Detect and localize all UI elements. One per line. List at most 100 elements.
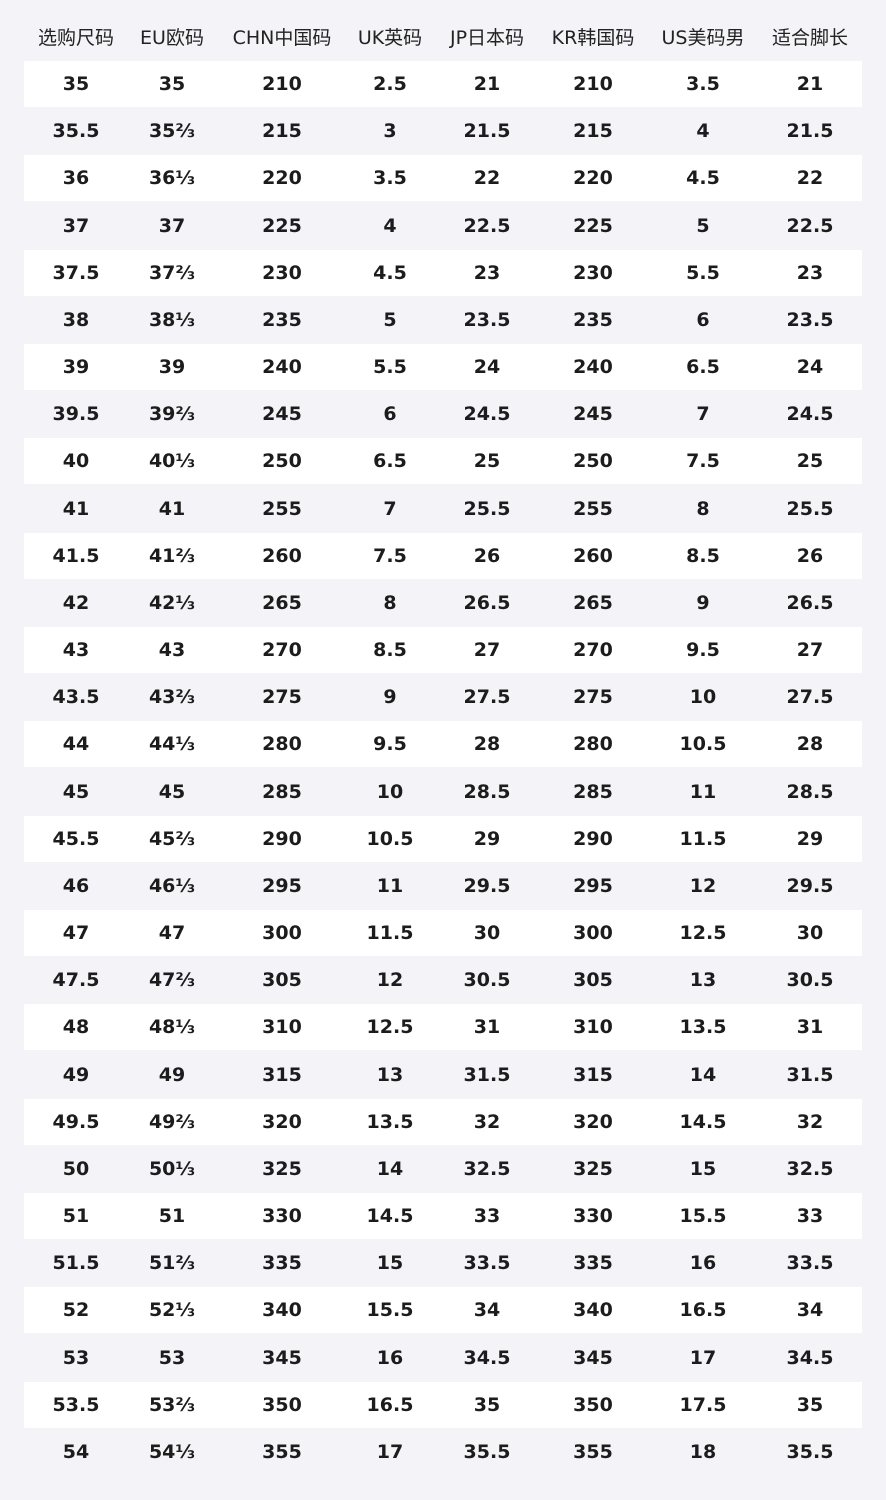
table-cell: 7.5 xyxy=(686,450,720,473)
table-cell: 44⅓ xyxy=(148,733,196,756)
table-cell: 50⅓ xyxy=(148,1157,196,1180)
table-row: 47 47 300 11.5 30 300 12.5 30 xyxy=(24,910,862,957)
table-cell: 295 xyxy=(573,874,613,897)
table-cell: 39⅔ xyxy=(148,403,196,426)
table-cell: 22.5 xyxy=(786,214,834,237)
table-cell: 48⅓ xyxy=(148,1016,196,1039)
table-cell: 25.5 xyxy=(463,497,511,520)
table-cell: 45⅔ xyxy=(148,827,196,850)
table-cell: 37.5 xyxy=(52,261,100,284)
table-cell: 24.5 xyxy=(786,403,834,426)
table-cell: 12 xyxy=(689,874,717,897)
table-cell: 49.5 xyxy=(52,1110,100,1133)
table-cell: 240 xyxy=(573,356,613,379)
table-cell: 16.5 xyxy=(366,1393,414,1416)
table-row: 51.5 51⅔ 335 15 33.5 335 16 33.5 xyxy=(24,1240,862,1286)
table-cell: 43 xyxy=(62,639,90,662)
table-cell: 51 xyxy=(62,1205,90,1228)
table-cell: 35 xyxy=(473,1393,501,1416)
table-cell: 11.5 xyxy=(366,922,414,945)
table-cell: 350 xyxy=(262,1393,302,1416)
table-row: 50 50⅓ 325 14 32.5 325 15 32.5 xyxy=(24,1146,862,1192)
table-cell: 23 xyxy=(796,261,824,284)
table-row: 43.5 43⅔ 275 9 27.5 275 10 27.5 xyxy=(24,674,862,720)
table-row: 43 43 270 8.5 27 270 9.5 27 xyxy=(24,627,862,674)
table-cell: 4 xyxy=(696,120,710,143)
table-cell: 41⅔ xyxy=(148,544,196,567)
table-cell: 275 xyxy=(262,686,302,709)
table-cell: 30 xyxy=(796,922,824,945)
table-row: 47.5 47⅔ 305 12 30.5 305 13 30.5 xyxy=(24,957,862,1003)
table-cell: 33 xyxy=(473,1205,501,1228)
table-row: 37.5 37⅔ 230 4.5 23 230 5.5 23 xyxy=(24,249,862,296)
table-cell: 9.5 xyxy=(373,733,407,756)
table-cell: 4.5 xyxy=(373,261,407,284)
table-cell: 5 xyxy=(696,214,710,237)
table-cell: 36⅓ xyxy=(148,167,196,190)
table-cell: 24.5 xyxy=(463,403,511,426)
table-cell: 22 xyxy=(796,167,824,190)
table-cell: 255 xyxy=(573,497,613,520)
table-cell: 41 xyxy=(158,497,186,520)
table-cell: 51 xyxy=(158,1205,186,1228)
table-cell: 340 xyxy=(262,1299,302,1322)
table-cell: 14.5 xyxy=(366,1205,414,1228)
table-cell: 26 xyxy=(796,544,824,567)
table-cell: 35.5 xyxy=(52,120,100,143)
table-cell: 310 xyxy=(573,1016,613,1039)
table-cell: 345 xyxy=(573,1346,613,1369)
table-cell: 49⅔ xyxy=(148,1110,196,1133)
table-cell: 335 xyxy=(262,1252,302,1275)
table-cell: 250 xyxy=(573,450,613,473)
table-cell: 230 xyxy=(262,261,302,284)
table-cell: 34 xyxy=(473,1299,501,1322)
table-cell: 275 xyxy=(573,686,613,709)
table-cell: 10 xyxy=(689,686,717,709)
table-cell: 225 xyxy=(573,214,613,237)
table-cell: 21.5 xyxy=(463,120,511,143)
table-cell: 270 xyxy=(573,639,613,662)
table-cell: 14 xyxy=(376,1157,404,1180)
table-cell: 45 xyxy=(62,780,90,803)
table-cell: 54 xyxy=(62,1440,90,1463)
table-cell: 340 xyxy=(573,1299,613,1322)
table-cell: 53 xyxy=(62,1346,90,1369)
table-cell: 280 xyxy=(573,733,613,756)
table-cell: 210 xyxy=(262,73,302,95)
table-cell: 27 xyxy=(796,639,824,662)
table-row: 49 49 315 13 31.5 315 14 31.5 xyxy=(24,1052,862,1098)
table-cell: 10.5 xyxy=(679,733,727,756)
table-cell: 235 xyxy=(262,308,302,331)
table-cell: 52⅓ xyxy=(148,1299,196,1322)
table-cell: 30 xyxy=(473,922,501,945)
table-row: 41 41 255 7 25.5 255 8 25.5 xyxy=(24,486,862,532)
table-cell: 21.5 xyxy=(786,120,834,143)
table-cell: 29 xyxy=(796,827,824,850)
table-row: 35 35 210 2.5 21 210 3.5 21 xyxy=(24,61,862,107)
table-cell: 12.5 xyxy=(679,922,727,945)
table-cell: 28 xyxy=(796,733,824,756)
table-cell: 53 xyxy=(158,1346,186,1369)
table-cell: 3.5 xyxy=(373,167,407,190)
table-cell: 315 xyxy=(262,1063,302,1086)
table-cell: 355 xyxy=(262,1440,302,1463)
table-row: 53 53 345 16 34.5 345 17 34.5 xyxy=(24,1335,862,1381)
table-cell: 39 xyxy=(158,356,186,379)
table-row: 53.5 53⅔ 350 16.5 35 350 17.5 35 xyxy=(24,1381,862,1428)
table-cell: 325 xyxy=(262,1157,302,1180)
table-cell: 265 xyxy=(573,591,613,614)
table-cell: 43⅔ xyxy=(148,686,196,709)
table-cell: 320 xyxy=(262,1110,302,1133)
table-row: 52 52⅓ 340 15.5 34 340 16.5 34 xyxy=(24,1287,862,1334)
table-cell: 13.5 xyxy=(366,1110,414,1133)
table-cell: 39 xyxy=(62,356,90,379)
table-cell: 315 xyxy=(573,1063,613,1086)
table-cell: 15 xyxy=(376,1252,404,1275)
table-cell: 44 xyxy=(62,733,90,756)
table-cell: 220 xyxy=(262,167,302,190)
table-cell: 13.5 xyxy=(679,1016,727,1039)
table-cell: 305 xyxy=(262,969,302,992)
table-cell: 3.5 xyxy=(686,73,720,95)
table-cell: 335 xyxy=(573,1252,613,1275)
table-cell: 7.5 xyxy=(373,544,407,567)
